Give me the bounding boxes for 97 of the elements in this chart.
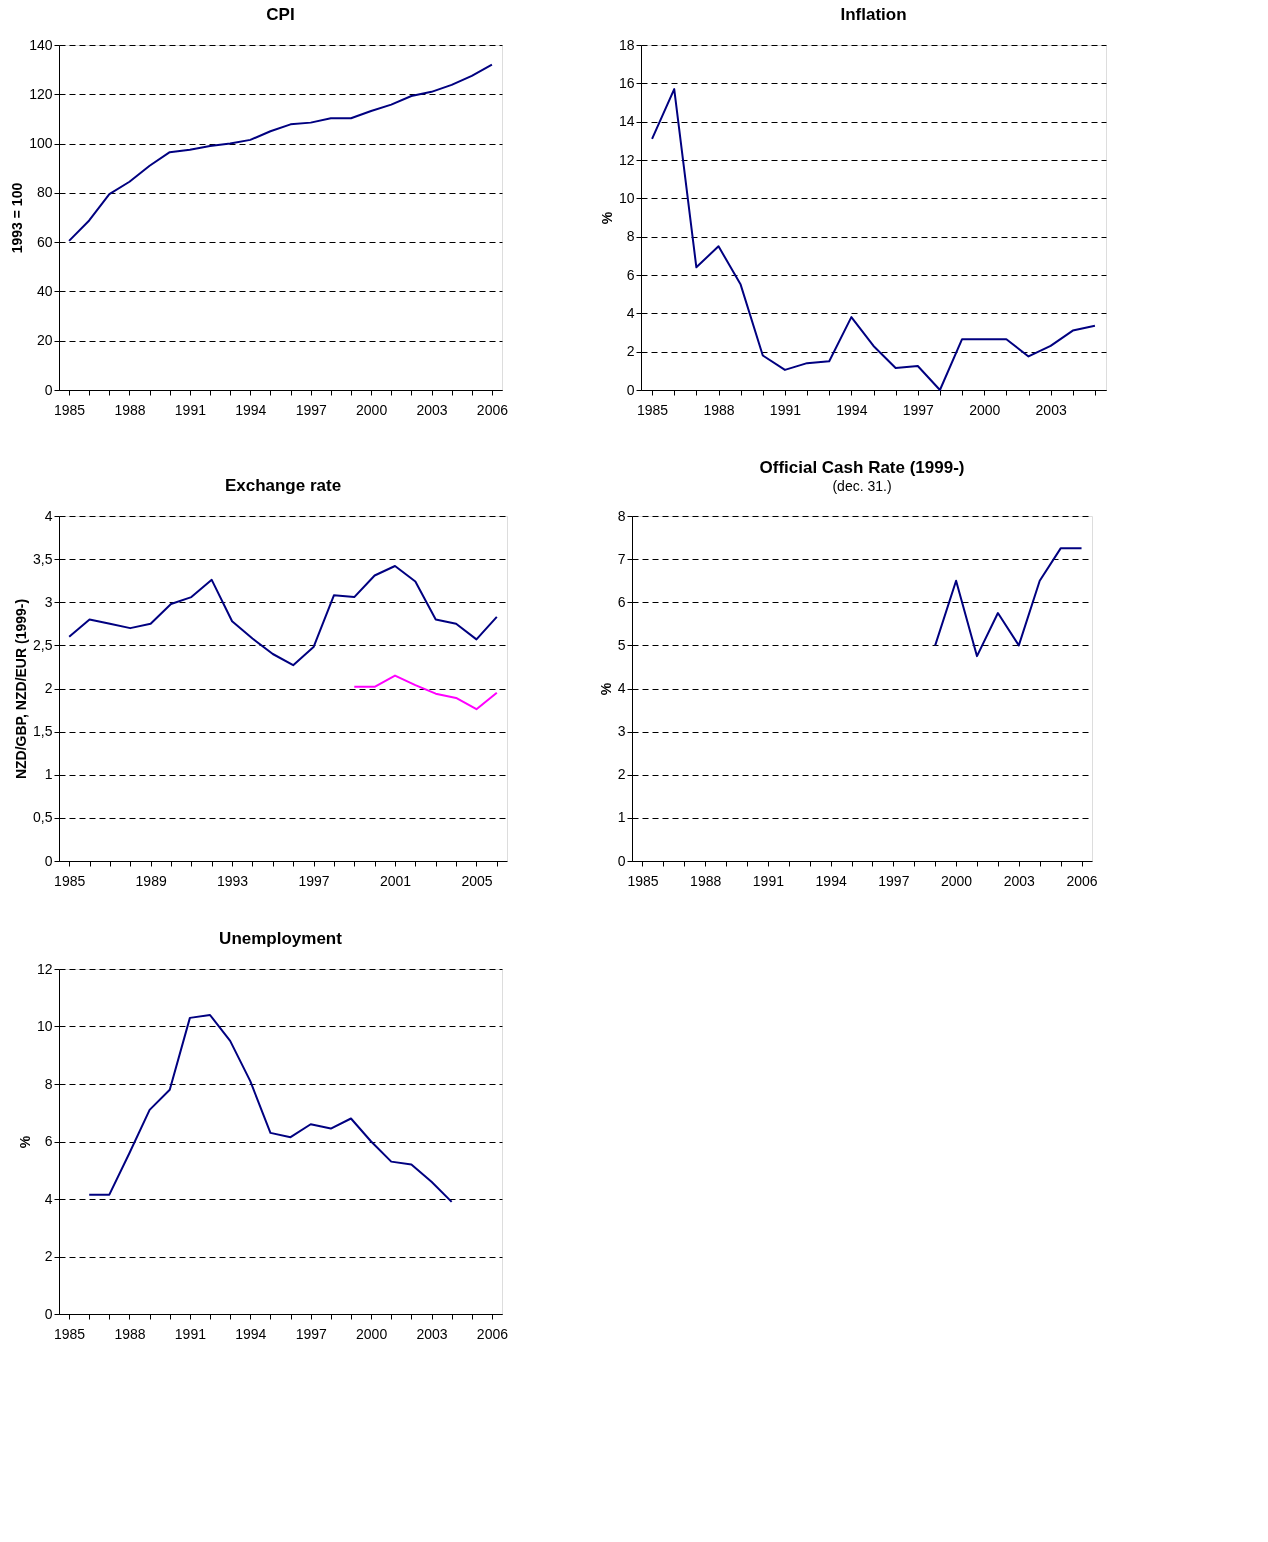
y-axis-title: NZD/GBP, NZD/EUR (1999-) [13, 598, 30, 780]
x-tick-label: 1991 [769, 401, 802, 418]
x-tick-label: 1994 [836, 401, 868, 418]
y-tick-label: 1 [44, 766, 53, 783]
y-tick-label: 8 [617, 507, 626, 524]
y-axis-title: % [597, 682, 614, 696]
y-tick-label: 1,5 [33, 723, 53, 740]
y-tick-label: 20 [36, 332, 53, 349]
line-series [68, 565, 498, 667]
chart-title: CPI [266, 5, 295, 24]
line-series [68, 63, 493, 242]
x-tick-label: 2005 [461, 872, 493, 889]
y-tick-label: 7 [617, 550, 626, 567]
x-tick-label: 1993 [217, 872, 249, 889]
x-tick-label: 1997 [295, 1325, 327, 1342]
y-tick-label: 2 [617, 766, 626, 783]
y-tick-label: 60 [36, 233, 53, 250]
x-tick-label: 2006 [476, 401, 509, 418]
y-tick-label: 1 [617, 809, 626, 826]
x-tick-label: 1997 [298, 872, 330, 889]
chart-title: Exchange rate [224, 476, 342, 495]
y-tick-label: 10 [36, 1018, 53, 1034]
x-tick-label: 2003 [1003, 872, 1036, 889]
y-tick-label: 2 [44, 1248, 53, 1264]
x-tick-label: 1985 [627, 872, 659, 889]
y-tick-label: 2 [626, 343, 635, 360]
line-series [353, 674, 498, 711]
y-tick-label: 0 [617, 852, 626, 869]
x-tick-label: 1991 [174, 401, 207, 418]
x-tick-label: 1994 [815, 872, 847, 889]
y-tick-label: 6 [626, 266, 635, 283]
x-tick-label: 2006 [1066, 872, 1098, 889]
y-tick-label: 140 [29, 36, 53, 53]
y-tick-label: 0,5 [33, 809, 53, 826]
y-tick-label: 16 [618, 74, 635, 91]
y-tick-label: 80 [36, 184, 53, 201]
y-tick-label: 3,5 [33, 550, 53, 567]
line-series [651, 88, 1096, 391]
x-tick-label: 2000 [356, 1325, 388, 1342]
y-tick-label: 4 [626, 304, 635, 321]
line-series [934, 547, 1083, 658]
y-tick-label: 18 [618, 36, 635, 53]
y-tick-label: 100 [29, 135, 53, 152]
y-tick-label: 4 [44, 1190, 53, 1207]
x-tick-label: 2000 [356, 401, 388, 418]
x-tick-label: 2003 [1035, 401, 1067, 418]
y-tick-label: 5 [617, 636, 626, 653]
x-tick-label: 1997 [878, 872, 910, 889]
x-tick-label: 1997 [902, 401, 935, 418]
x-tick-label: 1985 [53, 401, 86, 418]
y-tick-label: 14 [618, 113, 635, 130]
chart-title: Unemployment [219, 929, 343, 948]
x-tick-label: 2003 [416, 1325, 448, 1342]
y-axis-title: % [16, 1135, 33, 1149]
chart-title: Inflation [840, 5, 907, 24]
y-tick-label: 12 [36, 960, 53, 977]
y-tick-label: 0 [44, 1305, 53, 1322]
y-tick-label: 8 [44, 1075, 53, 1092]
y-tick-label: 8 [626, 228, 635, 245]
y-tick-label: 4 [44, 507, 53, 524]
x-tick-label: 1985 [53, 1325, 86, 1342]
x-tick-label: 1985 [54, 872, 86, 889]
y-tick-label: 0 [626, 381, 635, 398]
x-tick-label: 1997 [295, 401, 327, 418]
x-tick-label: 1991 [174, 1325, 207, 1342]
x-tick-label: 1988 [114, 1325, 146, 1342]
y-tick-label: 0 [44, 852, 53, 869]
x-tick-label: 1985 [636, 401, 669, 418]
y-tick-label: 0 [44, 381, 53, 398]
y-tick-label: 6 [617, 593, 626, 610]
x-tick-label: 2000 [969, 401, 1001, 418]
y-tick-label: 3 [44, 593, 53, 610]
y-tick-label: 2 [44, 680, 53, 696]
x-tick-label: 1988 [690, 872, 722, 889]
chart-subtitle: (dec. 31.) [832, 478, 892, 494]
y-axis-title: 1993 = 100 [9, 182, 26, 254]
y-tick-label: 6 [44, 1133, 53, 1149]
x-tick-label: 1988 [114, 401, 146, 418]
y-tick-label: 12 [618, 151, 635, 168]
y-tick-label: 40 [36, 282, 53, 299]
x-tick-label: 2006 [476, 1325, 509, 1342]
y-tick-label: 3 [617, 723, 626, 740]
x-tick-label: 1989 [135, 872, 167, 889]
x-tick-label: 2003 [416, 401, 448, 418]
x-tick-label: 2001 [379, 872, 412, 889]
chart-title: Official Cash Rate (1999-) [759, 458, 965, 477]
y-tick-label: 2,5 [33, 636, 53, 653]
y-tick-label: 4 [617, 680, 626, 696]
x-tick-label: 1994 [235, 401, 267, 418]
y-axis-title: % [598, 211, 615, 225]
y-tick-label: 120 [29, 85, 53, 102]
x-tick-label: 1994 [235, 1325, 267, 1342]
x-tick-label: 2000 [941, 872, 973, 889]
x-tick-label: 1988 [703, 401, 735, 418]
x-tick-label: 1991 [752, 872, 785, 889]
y-tick-label: 10 [618, 189, 635, 206]
line-series [88, 1014, 453, 1203]
